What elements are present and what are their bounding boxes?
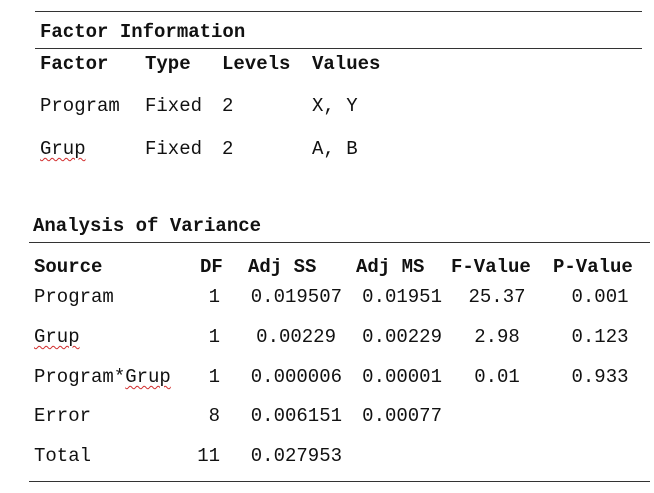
factor-cell-type: Fixed <box>145 95 203 117</box>
factor-cell-levels: 2 <box>222 138 234 160</box>
anova-cell-p-value: 0.123 <box>571 326 629 348</box>
anova-cell-source: Total <box>34 445 92 467</box>
anova-cell-df: 8 <box>208 405 220 427</box>
factor-top-rule <box>35 11 642 12</box>
anova-header-source: Source <box>34 256 103 278</box>
anova-cell-adj-ms: 0.01951 <box>362 286 442 308</box>
anova-header-adj-ss: Adj SS <box>248 256 317 278</box>
factor-header-type: Type <box>145 53 191 75</box>
anova-cell-source-part: Program* <box>34 366 126 388</box>
factor-header-rule <box>35 48 642 49</box>
anova-cell-f-value: 25.37 <box>468 286 526 308</box>
anova-cell-adj-ms: 0.00077 <box>362 405 442 427</box>
anova-header-adj-ms: Adj MS <box>356 256 425 278</box>
factor-cell-type: Fixed <box>145 138 203 160</box>
anova-cell-df: 1 <box>208 326 220 348</box>
anova-cell-f-value: 0.01 <box>474 366 520 388</box>
anova-cell-source: Program*Grup <box>34 366 171 388</box>
anova-cell-df: 1 <box>208 286 220 308</box>
anova-cell-adj-ms: 0.00001 <box>362 366 442 388</box>
factor-cell-factor: Grup <box>40 138 86 160</box>
anova-header-rule <box>29 242 650 243</box>
factor-info-title: Factor Information <box>40 21 246 43</box>
anova-cell-source: Grup <box>34 326 80 348</box>
anova-title: Analysis of Variance <box>33 215 262 237</box>
anova-cell-adj-ss: 0.019507 <box>250 286 342 308</box>
anova-cell-df: 11 <box>197 445 220 467</box>
anova-cell-adj-ss: 0.00229 <box>256 326 336 348</box>
anova-cell-source-part: Grup <box>125 366 171 388</box>
anova-header-df: DF <box>200 256 223 278</box>
anova-cell-adj-ss: 0.027953 <box>250 445 342 467</box>
anova-cell-f-value: 2.98 <box>474 326 520 348</box>
anova-cell-p-value: 0.933 <box>571 366 629 388</box>
anova-cell-df: 1 <box>208 366 220 388</box>
anova-cell-source: Program <box>34 286 114 308</box>
anova-cell-p-value: 0.001 <box>571 286 629 308</box>
factor-header-levels: Levels <box>222 53 291 75</box>
factor-header-values: Values <box>312 53 381 75</box>
factor-cell-levels: 2 <box>222 95 234 117</box>
anova-header-f-value: F-Value <box>451 256 531 278</box>
factor-cell-values: X, Y <box>312 95 358 117</box>
anova-cell-source: Error <box>34 405 92 427</box>
factor-cell-factor: Program <box>40 95 120 117</box>
anova-cell-adj-ss: 0.000006 <box>250 366 342 388</box>
factor-cell-values: A, B <box>312 138 358 160</box>
factor-header-factor: Factor <box>40 53 109 75</box>
anova-cell-adj-ms: 0.00229 <box>362 326 442 348</box>
anova-cell-adj-ss: 0.006151 <box>250 405 342 427</box>
anova-header-p-value: P-Value <box>553 256 633 278</box>
anova-bottom-rule <box>29 481 650 482</box>
